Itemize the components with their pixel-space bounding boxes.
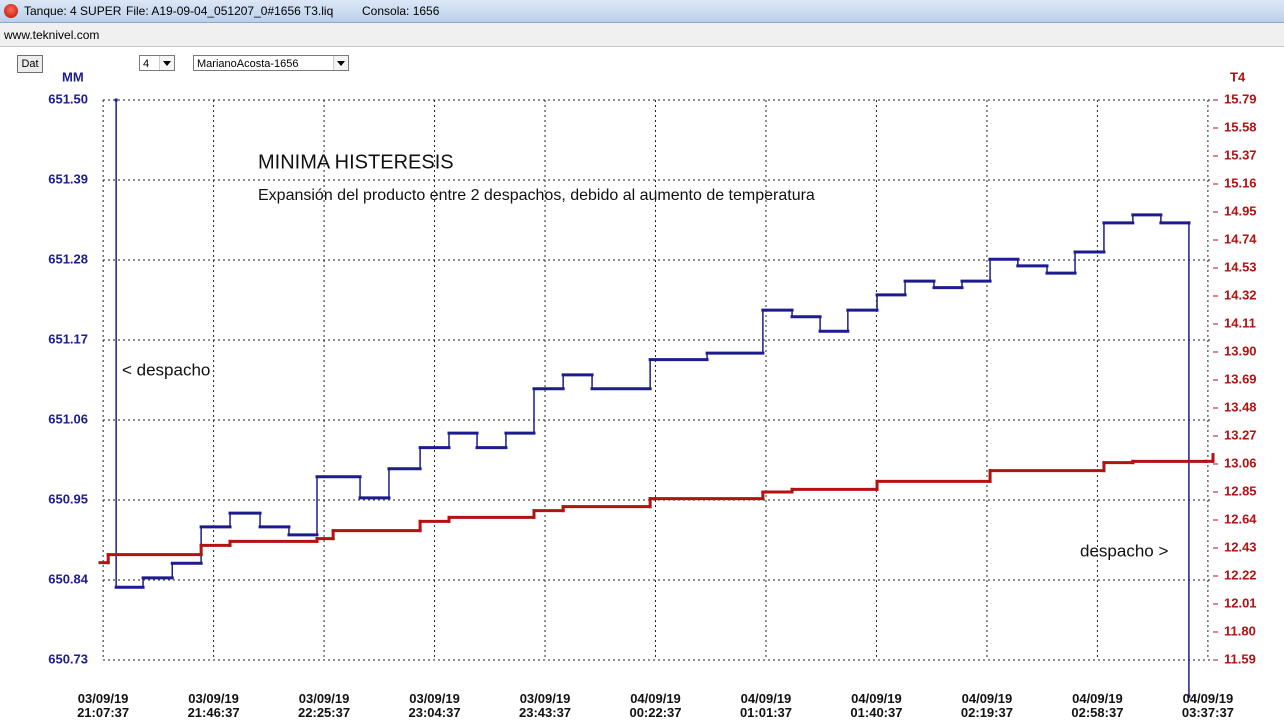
y-tick-label: 651.39 bbox=[48, 171, 88, 186]
x-tick-label: 04/09/19 02:19:37 bbox=[960, 691, 1013, 720]
console-text: Consola: 1656 bbox=[362, 4, 440, 18]
chart-title: MINIMA HISTERESIS bbox=[258, 151, 454, 173]
y2-tick-label: 15.58 bbox=[1224, 119, 1257, 134]
y-tick-label: 651.06 bbox=[48, 411, 88, 426]
site-select[interactable]: MarianoAcosta-1656 bbox=[193, 55, 349, 71]
y2-tick-label: 13.27 bbox=[1224, 427, 1257, 442]
y2-tick-label: 14.11 bbox=[1224, 315, 1256, 330]
x-tick-label: 03/09/19 21:07:37 bbox=[77, 691, 130, 720]
y-tick-label: 650.73 bbox=[48, 651, 88, 666]
file-text: File: A19-09-04_051207_0#1656 T3.liq bbox=[126, 4, 334, 18]
y-tick-label: 651.17 bbox=[48, 331, 88, 346]
y2-tick-label: 14.32 bbox=[1224, 287, 1257, 302]
menu-link[interactable]: www.teknivel.com bbox=[4, 28, 100, 42]
y2-tick-label: 14.95 bbox=[1224, 203, 1257, 218]
y2-tick-label: 14.74 bbox=[1224, 231, 1257, 246]
y2-tick-label: 13.06 bbox=[1224, 455, 1257, 470]
tank-select-value: 4 bbox=[143, 58, 150, 70]
x-tick-label: 03/09/19 21:46:37 bbox=[187, 691, 240, 720]
menu-bar: www.teknivel.com bbox=[0, 23, 1284, 47]
y2-tick-label: 14.53 bbox=[1224, 259, 1257, 274]
y2-axis-label: T4 bbox=[1230, 69, 1246, 84]
x-tick-label: 03/09/19 22:25:37 bbox=[298, 691, 351, 720]
y2-tick-label: 11.59 bbox=[1224, 651, 1256, 666]
app-icon bbox=[4, 4, 18, 18]
y2-tick-label: 12.64 bbox=[1224, 511, 1257, 526]
x-tick-label: 04/09/19 01:40:37 bbox=[850, 691, 903, 720]
y2-tick-label: 12.01 bbox=[1224, 595, 1257, 610]
tank-text: Tanque: 4 SUPER bbox=[24, 4, 122, 18]
y2-tick-label: 13.69 bbox=[1224, 371, 1257, 386]
chart-subtitle: Expansión del producto entre 2 despachos… bbox=[258, 187, 815, 204]
y2-tick-label: 13.48 bbox=[1224, 399, 1257, 414]
y2-tick-label: 11.80 bbox=[1224, 623, 1256, 638]
x-tick-label: 04/09/19 00:22:37 bbox=[629, 691, 682, 720]
annotation: < despacho bbox=[122, 360, 210, 379]
y-axis-label: MM bbox=[62, 69, 84, 84]
y-tick-label: 650.84 bbox=[48, 571, 89, 586]
tank-select[interactable]: 4 bbox=[139, 55, 175, 71]
dat-button[interactable]: Dat bbox=[17, 55, 43, 73]
x-tick-label: 03/09/19 23:04:37 bbox=[408, 691, 461, 720]
y2-tick-label: 15.16 bbox=[1224, 175, 1257, 190]
y2-tick-label: 12.22 bbox=[1224, 567, 1257, 582]
y2-tick-label: 12.85 bbox=[1224, 483, 1257, 498]
y2-tick-label: 15.37 bbox=[1224, 147, 1257, 162]
y-tick-label: 651.28 bbox=[48, 251, 88, 266]
x-tick-label: 04/09/19 01:01:37 bbox=[739, 691, 792, 720]
y2-tick-label: 13.90 bbox=[1224, 343, 1257, 358]
y-tick-label: 650.95 bbox=[48, 491, 88, 506]
x-tick-label: 04/09/19 02:58:37 bbox=[1071, 691, 1124, 720]
x-tick-label: 04/09/19 03:37:37 bbox=[1181, 691, 1234, 720]
x-tick-label: 03/09/19 23:43:37 bbox=[518, 691, 572, 720]
title-bar: Tanque: 4 SUPER File: A19-09-04_051207_0… bbox=[0, 0, 1284, 23]
annotation: despacho > bbox=[1080, 541, 1168, 560]
y2-tick-label: 15.79 bbox=[1224, 91, 1257, 106]
site-select-value: MarianoAcosta-1656 bbox=[197, 58, 299, 70]
y-tick-label: 651.50 bbox=[48, 91, 88, 106]
y2-tick-label: 12.43 bbox=[1224, 539, 1257, 554]
